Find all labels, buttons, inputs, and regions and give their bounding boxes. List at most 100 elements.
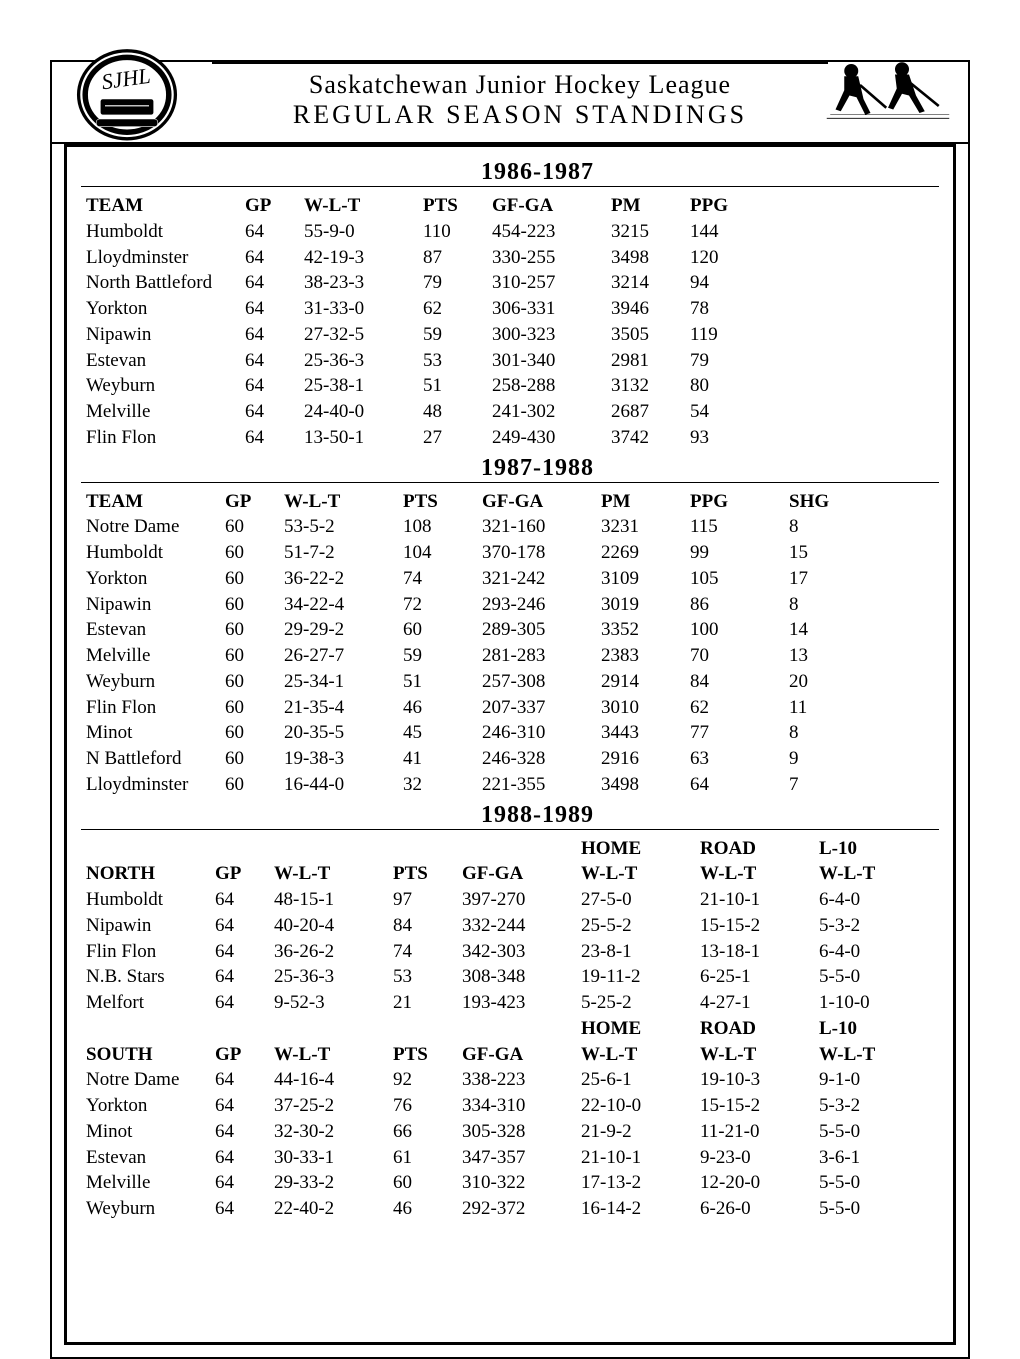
header-cell bbox=[461, 1016, 580, 1042]
table-row: Weyburn6025-34-151257-30829148420 bbox=[85, 669, 867, 695]
header-cell: PTS bbox=[402, 489, 481, 515]
cell: 5-3-2 bbox=[818, 1093, 917, 1119]
cell: 6-4-0 bbox=[818, 939, 917, 965]
cell: 64 bbox=[244, 399, 303, 425]
table-row: Humboldt6448-15-197397-27027-5-021-10-16… bbox=[85, 887, 917, 913]
cell: 94 bbox=[689, 270, 758, 296]
cell: 5-5-0 bbox=[818, 1196, 917, 1222]
cell: 41 bbox=[402, 746, 481, 772]
cell: 3214 bbox=[610, 270, 689, 296]
cell: 293-246 bbox=[481, 592, 600, 618]
header-cell bbox=[214, 836, 273, 862]
cell: 17 bbox=[788, 566, 867, 592]
cell: 29-29-2 bbox=[283, 617, 402, 643]
cell: Humboldt bbox=[85, 219, 244, 245]
cell: 60 bbox=[224, 540, 283, 566]
cell: Minot bbox=[85, 1119, 214, 1145]
cell: 46 bbox=[392, 1196, 461, 1222]
header-cell bbox=[461, 836, 580, 862]
table-row: Nipawin6440-20-484332-24425-5-215-15-25-… bbox=[85, 913, 917, 939]
cell: 310-322 bbox=[461, 1170, 580, 1196]
table-row: Melfort649-52-321193-4235-25-24-27-11-10… bbox=[85, 990, 917, 1016]
cell: N Battleford bbox=[85, 746, 224, 772]
cell: 2269 bbox=[600, 540, 689, 566]
cell: Nipawin bbox=[85, 913, 214, 939]
cell: 61 bbox=[392, 1145, 461, 1171]
page: SJHL Saskatchewan Junior Hockey League R… bbox=[0, 0, 1020, 1320]
cell: 100 bbox=[689, 617, 788, 643]
cell: 64 bbox=[244, 425, 303, 451]
cell: 34-22-4 bbox=[283, 592, 402, 618]
cell: 19-38-3 bbox=[283, 746, 402, 772]
cell: Yorkton bbox=[85, 296, 244, 322]
table-row: Flin Flon6436-26-274342-30323-8-113-18-1… bbox=[85, 939, 917, 965]
cell: 22-40-2 bbox=[273, 1196, 392, 1222]
cell: 37-25-2 bbox=[273, 1093, 392, 1119]
cell: 370-178 bbox=[481, 540, 600, 566]
cell: 60 bbox=[224, 592, 283, 618]
cell: 8 bbox=[788, 592, 867, 618]
cell: 44-16-4 bbox=[273, 1067, 392, 1093]
cell: 64 bbox=[214, 964, 273, 990]
table-row: Weyburn6422-40-246292-37216-14-26-26-05-… bbox=[85, 1196, 917, 1222]
table-row: North Battleford6438-23-379310-257321494 bbox=[85, 270, 758, 296]
cell: 15 bbox=[788, 540, 867, 566]
cell: 321-160 bbox=[481, 514, 600, 540]
cell: 84 bbox=[689, 669, 788, 695]
cell: 3443 bbox=[600, 720, 689, 746]
header-cell: NORTH bbox=[85, 861, 214, 887]
cell: 2916 bbox=[600, 746, 689, 772]
cell: 25-6-1 bbox=[580, 1067, 699, 1093]
cell: 13 bbox=[788, 643, 867, 669]
header-cell: W-L-T bbox=[699, 1042, 818, 1068]
cell: 60 bbox=[224, 514, 283, 540]
cell: 308-348 bbox=[461, 964, 580, 990]
standings-table-1987-1988: TEAMGPW-L-TPTSGF-GAPMPPGSHGNotre Dame605… bbox=[85, 489, 867, 798]
cell: 5-3-2 bbox=[818, 913, 917, 939]
cell: 64 bbox=[214, 1145, 273, 1171]
header-cell: GP bbox=[214, 861, 273, 887]
cell: 25-36-3 bbox=[303, 348, 422, 374]
cell: 74 bbox=[392, 939, 461, 965]
cell: 25-5-2 bbox=[580, 913, 699, 939]
hockey-players-icon bbox=[818, 57, 958, 127]
header-cell: PM bbox=[600, 489, 689, 515]
season-1986-1987-header: 1986-1987 bbox=[81, 159, 939, 187]
table-row: Melville6429-33-260310-32217-13-212-20-0… bbox=[85, 1170, 917, 1196]
cell: Weyburn bbox=[85, 669, 224, 695]
cell: 8 bbox=[788, 514, 867, 540]
header-cell bbox=[85, 1016, 214, 1042]
cell: 144 bbox=[689, 219, 758, 245]
header-cell: ROAD bbox=[699, 836, 818, 862]
cell: 64 bbox=[244, 348, 303, 374]
cell: 46 bbox=[402, 695, 481, 721]
cell: 40-20-4 bbox=[273, 913, 392, 939]
header-cell: GF-GA bbox=[491, 193, 610, 219]
cell: 3505 bbox=[610, 322, 689, 348]
cell: 305-328 bbox=[461, 1119, 580, 1145]
cell: 64 bbox=[214, 1093, 273, 1119]
cell: 2687 bbox=[610, 399, 689, 425]
header-cell: HOME bbox=[580, 836, 699, 862]
cell: 63 bbox=[689, 746, 788, 772]
cell: 51 bbox=[402, 669, 481, 695]
cell: 62 bbox=[422, 296, 491, 322]
cell: 59 bbox=[422, 322, 491, 348]
cell: 60 bbox=[224, 772, 283, 798]
cell: 9 bbox=[788, 746, 867, 772]
cell: 64 bbox=[214, 1196, 273, 1222]
header-cell bbox=[392, 836, 461, 862]
cell: 22-10-0 bbox=[580, 1093, 699, 1119]
cell: 9-52-3 bbox=[273, 990, 392, 1016]
cell: 32 bbox=[402, 772, 481, 798]
cell: 3498 bbox=[610, 245, 689, 271]
cell: 60 bbox=[224, 617, 283, 643]
cell: Weyburn bbox=[85, 373, 244, 399]
cell: 115 bbox=[689, 514, 788, 540]
cell: 21-10-1 bbox=[580, 1145, 699, 1171]
season-1988-1989-header: 1988-1989 bbox=[81, 802, 939, 830]
header-cell: W-L-T bbox=[699, 861, 818, 887]
cell: 8 bbox=[788, 720, 867, 746]
cell: Estevan bbox=[85, 1145, 214, 1171]
cell: 110 bbox=[422, 219, 491, 245]
